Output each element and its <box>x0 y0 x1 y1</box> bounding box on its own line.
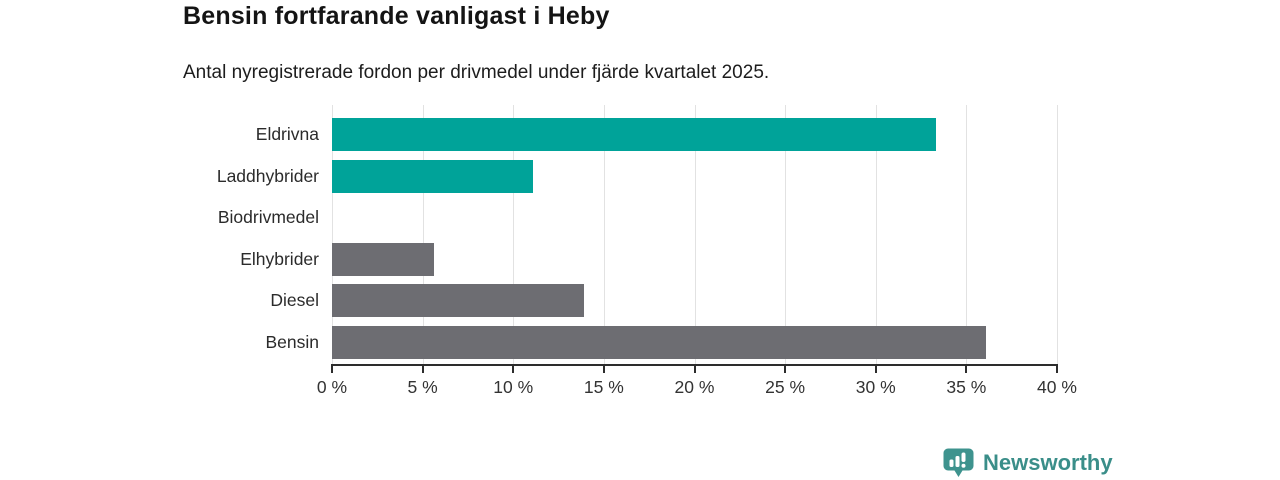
bar-laddhybrider <box>332 159 534 193</box>
x-tick-label-40: 40 % <box>1037 377 1077 397</box>
x-tick-label-35: 35 % <box>946 377 987 397</box>
x-tick-15 <box>602 366 605 373</box>
x-tick-label-15: 15 % <box>583 377 624 397</box>
bar-elhybrider <box>332 242 434 276</box>
gridline-0 <box>332 105 333 364</box>
x-tick-30 <box>874 366 877 373</box>
gridline-40 <box>1057 105 1058 364</box>
gridline-20 <box>694 105 696 364</box>
bar-eldrivna <box>332 118 936 151</box>
x-tick-label-25: 25 % <box>765 377 806 397</box>
y-label-elhybrider: Elhybrider <box>240 248 319 269</box>
y-label-biodrivmedel: Biodrivmedel <box>217 207 319 227</box>
x-tick-25 <box>784 366 787 373</box>
x-tick-20 <box>693 366 696 373</box>
x-axis: 0 % 5 % 10 % 15 % 20 % 25 % 30 % 35 % 40 % <box>317 364 1077 406</box>
x-tick-10 <box>512 366 515 373</box>
x-tick-5 <box>421 366 424 373</box>
y-label-bensin: Bensin <box>265 331 319 352</box>
gridline-15 <box>603 105 605 364</box>
x-tick-35 <box>965 366 968 373</box>
gridline-5 <box>422 105 424 364</box>
x-tick-label-20: 20 % <box>674 377 715 397</box>
x-tick-label-5: 5 % <box>407 377 438 397</box>
gridline-10 <box>513 105 515 364</box>
gridline-25 <box>785 105 787 364</box>
chart-title: Bensin fortfarande vanligast i Heby <box>183 2 610 30</box>
y-label-laddhybrider: Laddhybrider <box>216 165 319 186</box>
x-tick-0 <box>331 366 333 373</box>
x-tick-label-0: 0 % <box>316 377 348 397</box>
chart-subtitle: Antal nyregistrerade fordon per drivmede… <box>183 62 770 83</box>
gridline-30 <box>875 105 877 364</box>
x-tick-label-30: 30 % <box>855 377 896 397</box>
x-tick-label-10: 10 % <box>493 377 534 397</box>
brand-name: Newsworthy <box>983 449 1113 475</box>
y-label-eldrivna: Eldrivna <box>255 124 319 144</box>
bar-bensin <box>332 325 987 359</box>
bar-diesel <box>332 284 584 317</box>
plot-area <box>332 105 1058 364</box>
gridline-35 <box>966 105 968 364</box>
brand-footer: Newsworthy <box>942 447 1113 478</box>
newsworthy-logo-icon <box>942 447 975 478</box>
y-axis-labels: Eldrivna Laddhybrider Biodrivmedel Elhybrid… <box>0 105 319 364</box>
y-label-diesel: Diesel <box>270 290 319 310</box>
x-tick-40 <box>1056 366 1058 373</box>
